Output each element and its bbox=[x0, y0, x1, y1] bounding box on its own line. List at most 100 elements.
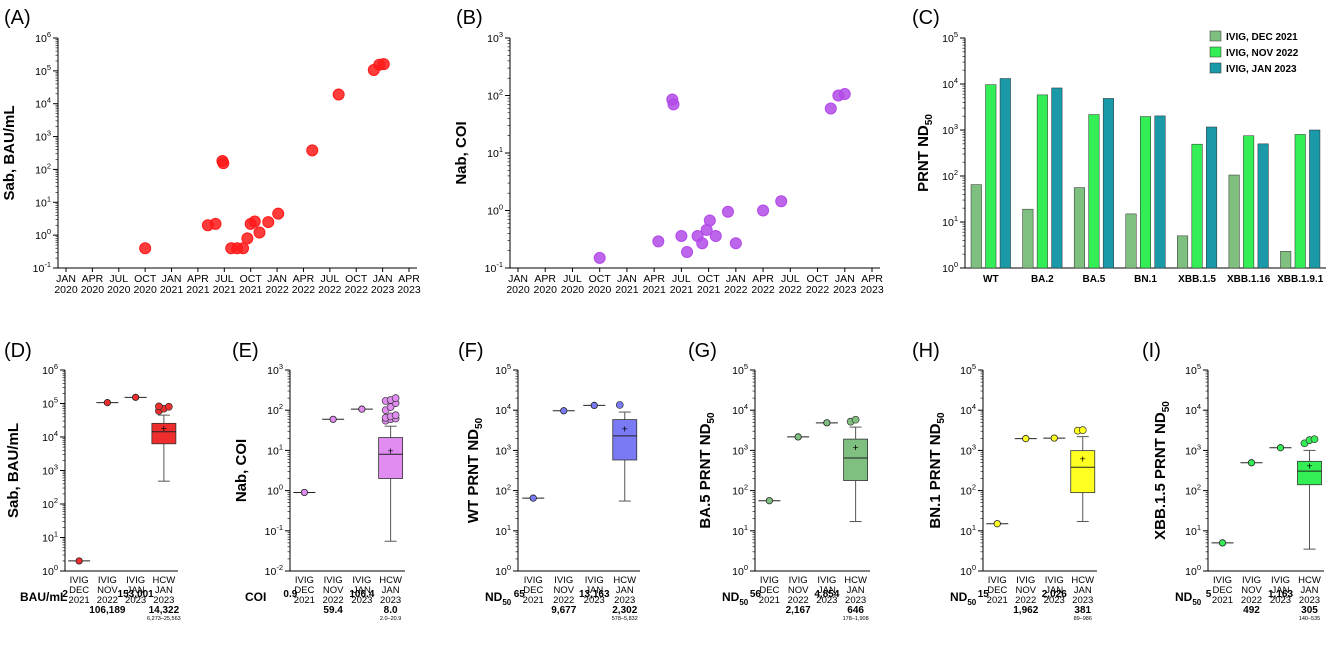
data-point bbox=[667, 98, 680, 111]
y-tick-label: 101 bbox=[960, 523, 976, 538]
panel-i: (I) XBB.1.5 PRNT ND50 100 101 102 103 104 105 IV… bbox=[1142, 340, 1324, 622]
outlier-point bbox=[391, 411, 400, 420]
x-tick-label: IVIG bbox=[1271, 575, 1290, 586]
x-tick-label: 2021 bbox=[213, 284, 237, 296]
x-tick-label: 2023 bbox=[1299, 595, 1320, 606]
data-point bbox=[132, 393, 140, 401]
y-tick-label: 101 bbox=[267, 442, 283, 457]
x-tick-label: 2020 bbox=[107, 284, 131, 296]
x-tick-label: IVIG bbox=[352, 575, 371, 586]
y-tick-label: 103 bbox=[495, 442, 511, 457]
legend-swatch bbox=[1209, 62, 1222, 74]
x-tick-label: 2021 bbox=[294, 595, 315, 606]
footer-value: 381 bbox=[1074, 605, 1091, 616]
y-tick-label: 101 bbox=[487, 145, 503, 160]
bar bbox=[1191, 143, 1203, 269]
y-tick-label: 105 bbox=[495, 362, 511, 377]
x-tick-label: 2020 bbox=[534, 284, 558, 296]
x-tick-label: JUL bbox=[215, 273, 234, 285]
x-tick-label: IVIG bbox=[760, 575, 779, 586]
footer-value: 1,163 bbox=[1268, 589, 1293, 600]
x-tick-label: 2021 bbox=[615, 284, 639, 296]
data-point bbox=[765, 497, 773, 505]
mean-marker: + bbox=[622, 424, 628, 436]
y-tick-label: 100 bbox=[35, 227, 51, 242]
x-tick-label: 2021 bbox=[987, 595, 1008, 606]
x-tick-label: WT bbox=[983, 274, 999, 285]
x-tick-label: 2022 bbox=[323, 595, 344, 606]
footer-value: 2,026 bbox=[1042, 589, 1067, 600]
bar bbox=[999, 78, 1011, 269]
data-point bbox=[237, 242, 250, 255]
x-tick-label: 2021 bbox=[186, 284, 210, 296]
x-tick-label: JAN bbox=[1272, 585, 1290, 596]
x-tick-label: APR bbox=[861, 273, 883, 285]
bar bbox=[1294, 134, 1306, 269]
x-tick-label: IVIG bbox=[554, 575, 573, 586]
footer-ci: 2.0–20.9 bbox=[380, 616, 401, 622]
footer-value: 646 bbox=[847, 605, 864, 616]
x-tick-label: 2022 bbox=[265, 284, 289, 296]
panel-d: (D)Sab, BAU/mL100101102103104105106IVIGD… bbox=[4, 340, 181, 622]
x-tick-label: OCT bbox=[698, 273, 721, 285]
x-tick-label: HCW bbox=[379, 575, 402, 586]
y-tick-label: 105 bbox=[960, 362, 976, 377]
y-tick-label: 103 bbox=[487, 30, 503, 45]
panel-a: (A) Sab, BAU/mL 10-1 100 101 102 103 104 105 106 J… bbox=[1, 7, 421, 296]
x-tick-label: 2022 bbox=[779, 284, 803, 296]
data-point bbox=[775, 195, 788, 208]
x-tick-label: 2022 bbox=[292, 284, 316, 296]
footer-label: ND50 bbox=[485, 590, 512, 607]
footer-value: 2 bbox=[62, 589, 68, 600]
y-tick-label: 100 bbox=[960, 563, 976, 578]
panel-h: (H)BN.1 PRNT ND50100101102103104105IVIGD… bbox=[912, 340, 1097, 622]
bar bbox=[1228, 174, 1240, 269]
data-point bbox=[696, 237, 709, 250]
x-tick-label: DEC bbox=[69, 585, 89, 596]
x-tick-label: JUL bbox=[321, 273, 340, 285]
x-tick-label: OCT bbox=[134, 273, 157, 285]
x-tick-label: JAN bbox=[508, 273, 528, 285]
x-tick-label: JUL bbox=[109, 273, 128, 285]
x-tick-label: 2022 bbox=[751, 284, 775, 296]
box bbox=[378, 437, 404, 479]
panel-c: (C) PRNT ND50 100 101 102 103 104 105 WT BA.2 BA.5… bbox=[912, 7, 1326, 285]
x-tick-label: JUL bbox=[563, 273, 582, 285]
x-tick-label: IVIG bbox=[817, 575, 836, 586]
footer-value: 305 bbox=[1301, 605, 1318, 616]
box bbox=[843, 438, 869, 481]
y-axis-title: Nab, COI bbox=[453, 121, 470, 184]
x-tick-label: 2020 bbox=[561, 284, 585, 296]
legend-label: IVIG, DEC 2021 bbox=[1226, 32, 1298, 43]
x-tick-label: HCW bbox=[613, 575, 636, 586]
bar bbox=[1088, 114, 1100, 269]
box bbox=[1297, 460, 1322, 486]
x-tick-label: IVIG bbox=[585, 575, 604, 586]
x-tick-label: HCW bbox=[1071, 575, 1094, 586]
panel-label: (A) bbox=[4, 7, 31, 29]
y-tick-label: 103 bbox=[942, 122, 958, 137]
panel-label: (C) bbox=[912, 7, 940, 29]
x-tick-label: JAN bbox=[1045, 585, 1063, 596]
panel-g: (G)BA.5 PRNT ND50100101102103104105IVIGD… bbox=[688, 340, 870, 622]
data-point bbox=[75, 557, 83, 565]
x-tick-label: XBB.1.9.1 bbox=[1277, 274, 1324, 285]
y-axis-title: XBB.1.5 PRNT ND50 bbox=[1152, 401, 1172, 540]
y-tick-label: 10-2 bbox=[265, 563, 283, 578]
bar bbox=[1102, 98, 1114, 269]
data-point bbox=[358, 405, 366, 413]
y-tick-label: 102 bbox=[42, 496, 58, 511]
y-tick-label: 104 bbox=[1185, 402, 1201, 417]
footer-ci: 578–5,832 bbox=[612, 616, 638, 622]
x-tick-label: 2020 bbox=[133, 284, 157, 296]
y-tick-label: 103 bbox=[732, 442, 748, 457]
y-tick-label: 100 bbox=[1185, 563, 1201, 578]
x-tick-label: HCW bbox=[1298, 575, 1321, 586]
data-point bbox=[1050, 434, 1058, 442]
panel-label: (I) bbox=[1142, 340, 1161, 362]
data-point bbox=[721, 205, 734, 218]
data-point bbox=[993, 520, 1001, 528]
x-tick-label: XBB.1.5 bbox=[1178, 274, 1216, 285]
x-tick-label: NOV bbox=[553, 585, 574, 596]
x-tick-label: JAN bbox=[835, 273, 855, 285]
